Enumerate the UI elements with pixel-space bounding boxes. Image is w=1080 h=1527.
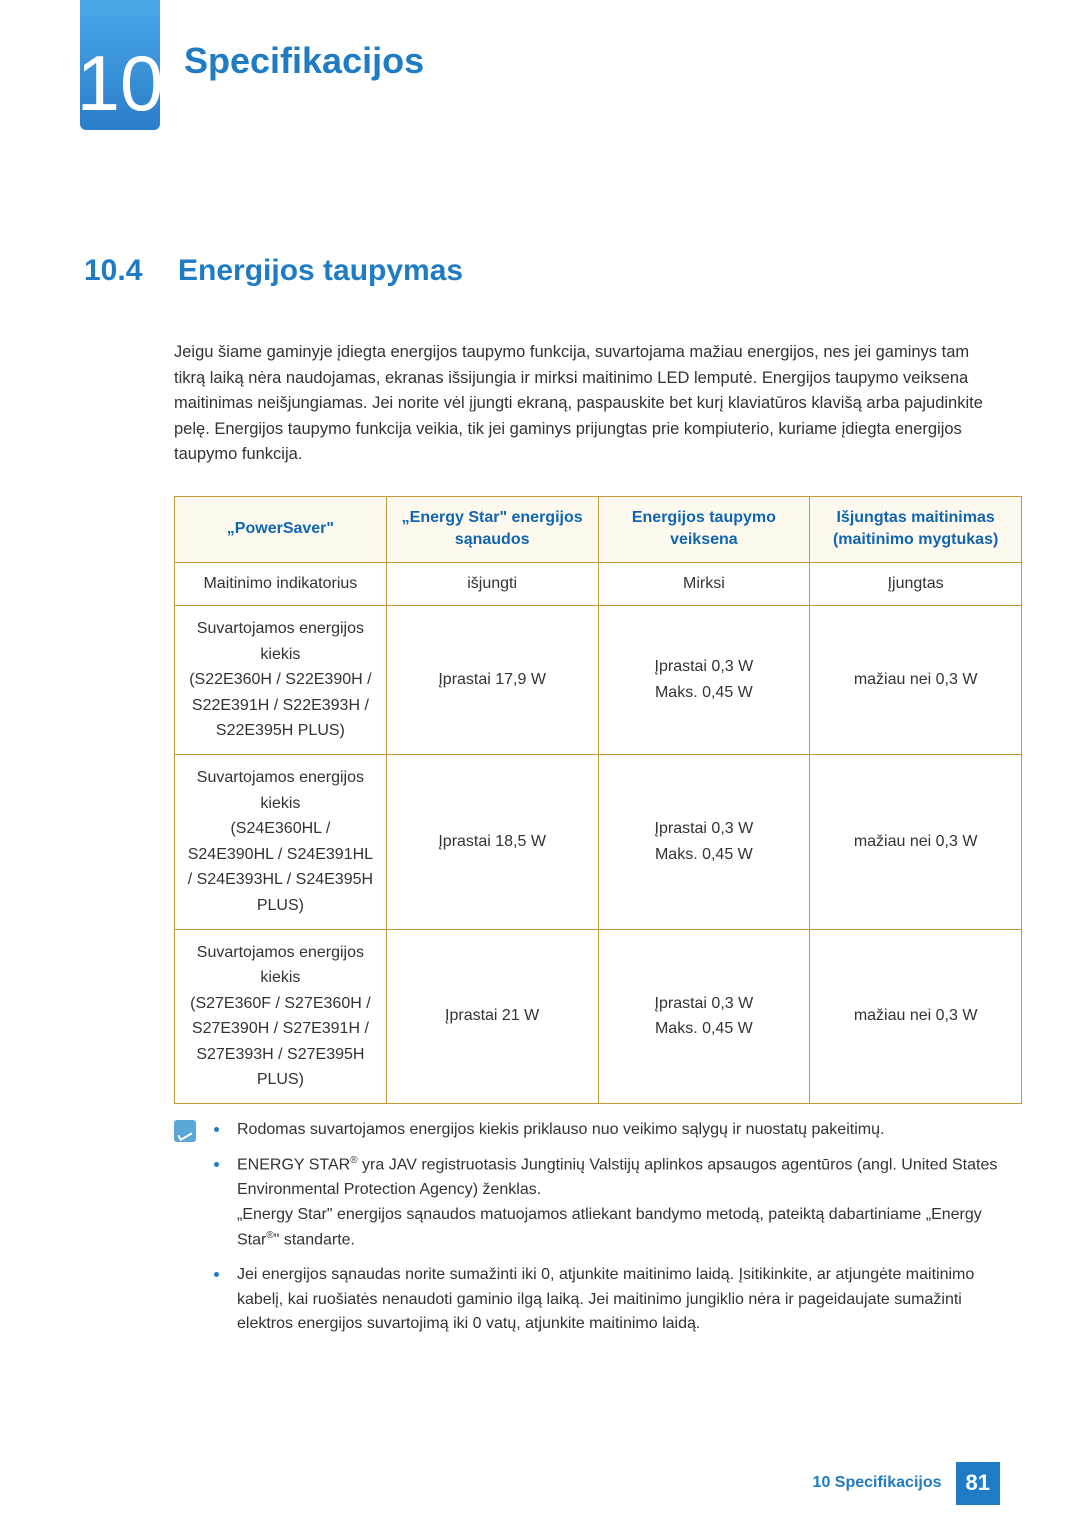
table-cell: Maitinimo indikatorius — [175, 562, 387, 605]
note-text: Rodomas suvartojamos energijos kiekis pr… — [237, 1118, 1000, 1143]
table-header: Energijos taupymo veiksena — [598, 496, 810, 562]
table-cell: Įprastai 18,5 W — [386, 754, 598, 929]
chapter-title: Specifikacijos — [184, 36, 424, 86]
table-cell: Suvartojamos energijos kiekis(S24E360HL … — [175, 754, 387, 929]
power-spec-table: „PowerSaver" „Energy Star" energijos sąn… — [174, 496, 1022, 1104]
table-cell: išjungti — [386, 562, 598, 605]
table-cell: mažiau nei 0,3 W — [810, 929, 1022, 1104]
table-row: Suvartojamos energijos kiekis(S24E360HL … — [175, 754, 1022, 929]
table-row: Suvartojamos energijos kiekis(S22E360H /… — [175, 605, 1022, 754]
table-cell: Mirksi — [598, 562, 810, 605]
bullet-icon — [214, 1272, 219, 1277]
chapter-number: 10 — [77, 44, 164, 130]
note-item: Rodomas suvartojamos energijos kiekis pr… — [214, 1118, 1000, 1143]
table-cell: mažiau nei 0,3 W — [810, 605, 1022, 754]
table-row: Suvartojamos energijos kiekis(S27E360F /… — [175, 929, 1022, 1104]
table-cell: Įprastai 0,3 WMaks. 0,45 W — [598, 605, 810, 754]
table-header: „Energy Star" energijos sąnaudos — [386, 496, 598, 562]
note-icon — [174, 1120, 196, 1142]
section-number: 10.4 — [84, 250, 156, 292]
table-cell: Įprastai 21 W — [386, 929, 598, 1104]
bullet-icon — [214, 1127, 219, 1132]
section-title: Energijos taupymas — [178, 250, 463, 292]
footer-page-number: 81 — [956, 1462, 1000, 1505]
note-item: ENERGY STAR® yra JAV registruotasis Jung… — [214, 1153, 1000, 1253]
note-item: Jei energijos sąnaudas norite sumažinti … — [214, 1263, 1000, 1337]
chapter-header: 10 Specifikacijos — [80, 0, 1000, 130]
notes-block: Rodomas suvartojamos energijos kiekis pr… — [174, 1118, 1000, 1347]
table-header-row: „PowerSaver" „Energy Star" energijos sąn… — [175, 496, 1022, 562]
table-header: „PowerSaver" — [175, 496, 387, 562]
chapter-badge: 10 — [80, 0, 160, 130]
table-cell: Suvartojamos energijos kiekis(S22E360H /… — [175, 605, 387, 754]
table-row: Maitinimo indikatorius išjungti Mirksi Į… — [175, 562, 1022, 605]
footer-chapter-ref: 10 Specifikacijos — [813, 1472, 942, 1494]
table-header: Išjungtas maitinimas (maitinimo mygtukas… — [810, 496, 1022, 562]
note-text: ENERGY STAR® yra JAV registruotasis Jung… — [237, 1153, 1000, 1253]
page-footer: 10 Specifikacijos 81 — [813, 1462, 1000, 1505]
table-cell: Įjungtas — [810, 562, 1022, 605]
bullet-icon — [214, 1162, 219, 1167]
section-heading: 10.4 Energijos taupymas — [84, 250, 1000, 292]
table-cell: mažiau nei 0,3 W — [810, 754, 1022, 929]
table-cell: Įprastai 0,3 WMaks. 0,45 W — [598, 929, 810, 1104]
intro-paragraph: Jeigu šiame gaminyje įdiegta energijos t… — [174, 340, 990, 468]
table-cell: Suvartojamos energijos kiekis(S27E360F /… — [175, 929, 387, 1104]
table-cell: Įprastai 17,9 W — [386, 605, 598, 754]
table-cell: Įprastai 0,3 WMaks. 0,45 W — [598, 754, 810, 929]
note-text: Jei energijos sąnaudas norite sumažinti … — [237, 1263, 1000, 1337]
